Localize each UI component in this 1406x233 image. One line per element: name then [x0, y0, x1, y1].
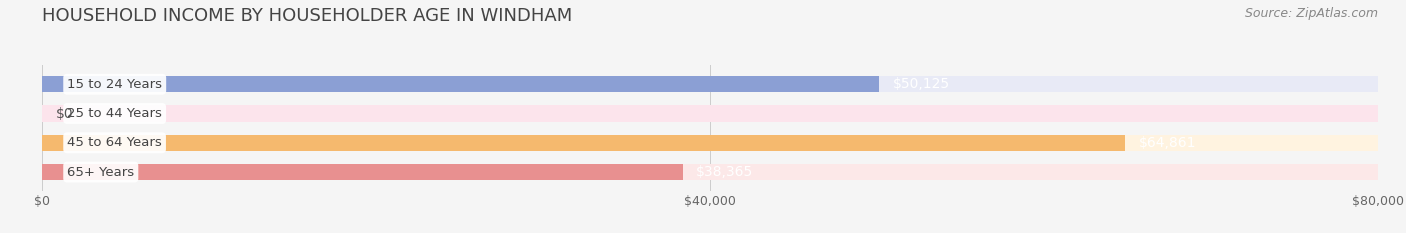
Text: $64,861: $64,861: [1139, 136, 1197, 150]
Text: $0: $0: [56, 106, 73, 120]
Text: 25 to 44 Years: 25 to 44 Years: [67, 107, 162, 120]
Text: $38,365: $38,365: [696, 165, 754, 179]
Bar: [42, 135, 1378, 151]
Bar: [42, 76, 879, 92]
Text: 45 to 64 Years: 45 to 64 Years: [67, 136, 162, 149]
Text: HOUSEHOLD INCOME BY HOUSEHOLDER AGE IN WINDHAM: HOUSEHOLD INCOME BY HOUSEHOLDER AGE IN W…: [42, 7, 572, 25]
Bar: [42, 135, 1125, 151]
Text: $50,125: $50,125: [893, 77, 949, 91]
Bar: [42, 164, 683, 180]
Bar: [42, 76, 1378, 92]
Text: 15 to 24 Years: 15 to 24 Years: [67, 78, 162, 91]
Text: Source: ZipAtlas.com: Source: ZipAtlas.com: [1244, 7, 1378, 20]
Bar: [42, 164, 1378, 180]
Bar: [42, 106, 1378, 122]
Text: 65+ Years: 65+ Years: [67, 165, 135, 178]
